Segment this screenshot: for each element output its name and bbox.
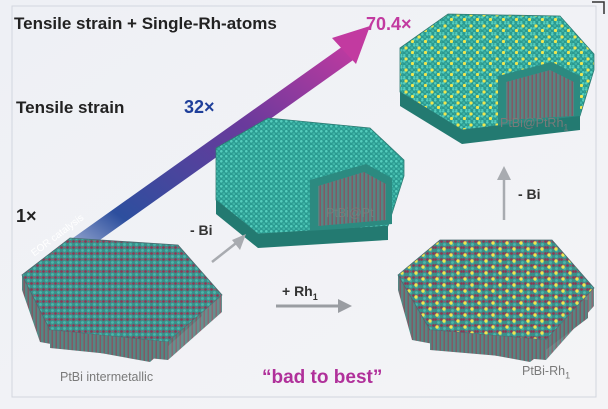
arrow-remove-bi-2	[497, 166, 511, 220]
step-add-rh: + Rh1	[282, 283, 318, 302]
label-ptbi-at-ptrh1-main: PtBi@PtRh	[500, 116, 564, 130]
ptbi-intermetallic-particle	[21, 237, 223, 362]
label-ptbi-at-pt: PtBi@Pt	[326, 206, 374, 220]
label-ptbi-rh1: PtBi-Rh1	[522, 364, 570, 381]
step-add-rh-sub: 1	[312, 291, 318, 302]
step-remove-bi-2: - Bi	[518, 186, 541, 202]
corner-mark	[592, 1, 605, 14]
multiplier-strain: 32×	[184, 97, 215, 117]
step-add-rh-main: + Rh	[282, 283, 313, 299]
ptbi-at-pt-particle	[215, 117, 405, 248]
multiplier-best: 70.4×	[366, 14, 412, 34]
frame	[11, 5, 597, 398]
multiplier-base: 1×	[16, 206, 37, 226]
slogan: “bad to best”	[262, 367, 383, 388]
label-ptbi-at-ptrh1-sub: 1	[563, 122, 569, 133]
ptbi-at-ptrh1-particle	[399, 13, 595, 144]
heading-strain-plus-rh: Tensile strain + Single-Rh-atoms	[14, 14, 277, 33]
activity-arrow	[42, 26, 370, 274]
arrow-remove-bi-1	[211, 234, 246, 263]
label-ptbi-at-ptrh1: PtBi@PtRh1	[500, 116, 568, 133]
step-remove-bi-1: - Bi	[190, 222, 213, 238]
ptbi-rh1-particle	[397, 239, 595, 362]
heading-strain: Tensile strain	[16, 98, 125, 117]
label-ptbi-intermetallic: PtBi intermetallic	[60, 370, 154, 384]
label-ptbi-rh1-main: PtBi-Rh	[522, 364, 566, 378]
arrow-add-rh	[276, 299, 352, 313]
label-ptbi-rh1-sub: 1	[565, 370, 571, 381]
